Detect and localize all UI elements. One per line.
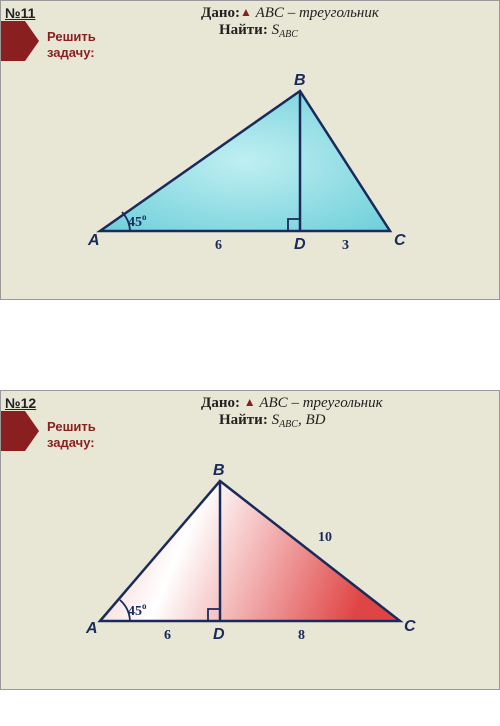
given-find-block: Дано: ▲ ABC – треугольник Найти: SABC, B…	[201, 395, 383, 430]
find-subscript: ABC	[279, 419, 298, 430]
find-label: Найти:	[219, 412, 268, 428]
segment-ad-label: 6	[215, 238, 222, 253]
find-extra: , BD	[298, 412, 326, 428]
given-line: Дано: ▲ ABC – треугольник	[201, 395, 383, 412]
arrow-tab-icon	[1, 21, 41, 61]
segment-dc-label: 3	[342, 238, 349, 253]
problem-11-card: №11 Решить задачу: Дано:▲ ABC – треуголь…	[0, 0, 500, 300]
vertex-b-label: B	[294, 72, 306, 89]
problem-11-number: №11	[5, 5, 35, 21]
given-find-block: Дано:▲ ABC – треугольник Найти: SABC	[201, 5, 379, 40]
triangle-12-figure: A B C D 45o 6 8 10	[50, 451, 450, 661]
vertex-a-label: A	[85, 620, 98, 637]
segment-ad-label: 6	[164, 628, 171, 643]
vertex-c-label: C	[404, 618, 416, 635]
vertex-a-label: A	[87, 232, 100, 249]
triangle-icon: ▲	[240, 5, 252, 19]
gap	[0, 300, 500, 390]
find-label: Найти:	[219, 22, 268, 38]
triangle-shape	[100, 91, 390, 231]
given-text: ABC – треугольник	[259, 395, 382, 411]
find-symbol: S	[272, 22, 280, 38]
solve-label: Решить задачу:	[47, 419, 96, 450]
vertex-b-label: B	[213, 462, 225, 479]
find-line: Найти: SABC, BD	[201, 412, 383, 430]
problem-12-number: №12	[5, 395, 36, 411]
given-line: Дано:▲ ABC – треугольник	[201, 5, 379, 22]
solve-label: Решить задачу:	[47, 29, 96, 60]
vertex-d-label: D	[213, 626, 225, 643]
given-label: Дано:	[201, 395, 240, 411]
triangle-11-figure: A B C D 45o 6 3	[60, 61, 440, 271]
triangle-icon: ▲	[244, 395, 256, 409]
given-label: Дано:	[201, 5, 240, 21]
find-symbol: S	[272, 412, 280, 428]
find-subscript: ABC	[279, 29, 298, 40]
triangle-shape	[100, 481, 400, 621]
given-text: ABC – треугольник	[256, 5, 379, 21]
segment-dc-label: 8	[298, 628, 305, 643]
problem-12-card: №12 Решить задачу: Дано: ▲ ABC – треугол…	[0, 390, 500, 690]
find-line: Найти: SABC	[201, 22, 379, 40]
vertex-c-label: C	[394, 232, 406, 249]
vertex-d-label: D	[294, 236, 306, 253]
arrow-tab-icon	[1, 411, 41, 451]
segment-bc-label: 10	[318, 530, 332, 545]
